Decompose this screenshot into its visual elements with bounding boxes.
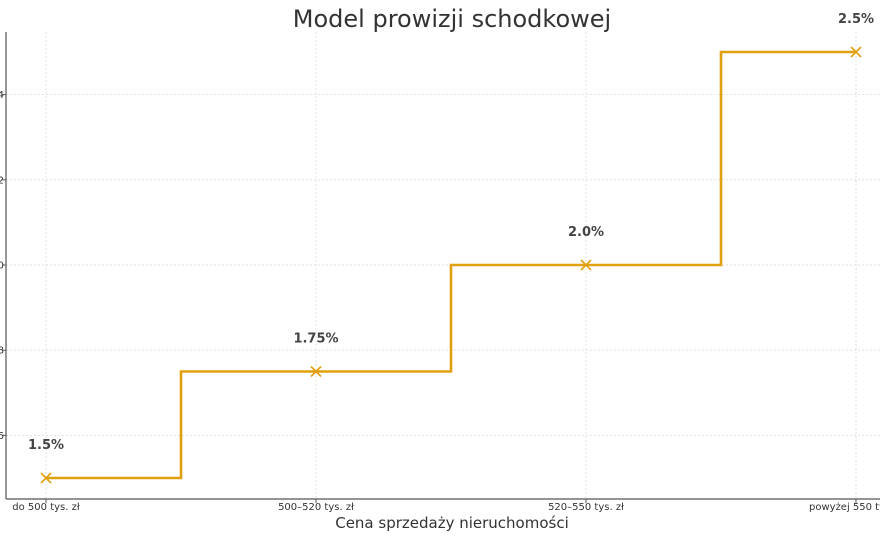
data-value-label: 1.75% xyxy=(293,332,338,347)
x-ticks: do 500 tys. zł 500–520 tys. zł 520–550 tys… xyxy=(12,499,880,513)
data-value-label: 1.5% xyxy=(28,438,64,453)
data-point-marker xyxy=(580,259,592,271)
x-tick-label: powyżej 550 tys. zł xyxy=(809,502,880,513)
y-ticks: 6 8 0 2 4 xyxy=(0,90,6,442)
data-value-label: 2.0% xyxy=(568,225,604,240)
y-tick-label: 0 xyxy=(0,261,4,272)
y-tick-label: 4 xyxy=(0,90,4,101)
y-tick-label: 6 xyxy=(0,431,4,442)
data-value-label: 2.5% xyxy=(838,12,874,27)
x-tick-label: do 500 tys. zł xyxy=(12,502,80,513)
data-point-marker xyxy=(310,365,322,378)
data-labels: 1.5% 1.75% 2.0% 2.5% xyxy=(28,12,874,453)
y-tick-label: 8 xyxy=(0,346,4,357)
x-tick-label: 500–520 tys. zł xyxy=(278,502,354,513)
y-tick-label: 2 xyxy=(0,175,4,186)
grid-lines xyxy=(6,32,880,499)
chart-title: Model prowizji schodkowej xyxy=(293,5,611,33)
data-markers xyxy=(40,46,862,484)
x-tick-label: 520–550 tys. zł xyxy=(548,502,624,513)
commission-step-line xyxy=(46,50,856,480)
data-point-marker xyxy=(850,46,862,58)
data-point-marker xyxy=(40,472,52,484)
x-axis-label: Cena sprzedaży nieruchomości xyxy=(335,514,569,532)
